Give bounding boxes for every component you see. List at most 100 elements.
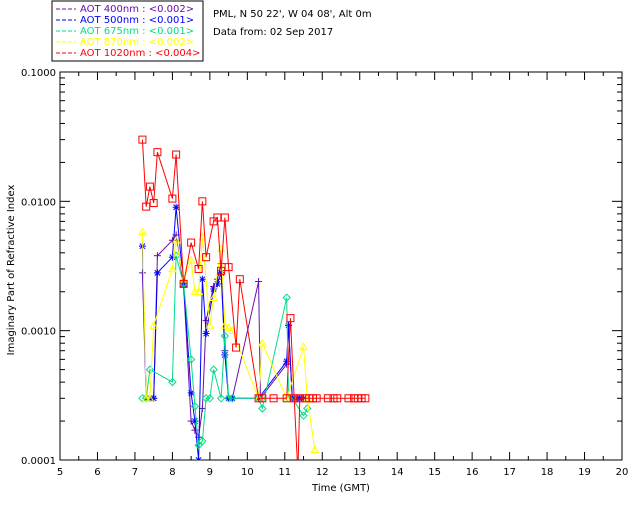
data-point-4: [153, 148, 162, 157]
data-point-1: [198, 275, 206, 283]
marker-shape: [194, 264, 203, 273]
marker-stroke: [199, 276, 206, 283]
marker-shape: [145, 182, 154, 191]
marker-shape: [153, 148, 162, 157]
x-tick-label: 6: [94, 467, 100, 478]
marker-stroke: [195, 457, 200, 460]
data-point-3: [168, 264, 177, 273]
data-point-2: [168, 377, 177, 387]
data-point-4: [138, 135, 147, 144]
x-tick-label: 18: [541, 467, 554, 478]
marker-shape: [168, 377, 177, 387]
data-point-4: [172, 150, 181, 159]
series-line-4: [141, 139, 366, 460]
marker-shape: [168, 194, 177, 203]
marker-shape: [290, 394, 299, 403]
data-point-2: [224, 394, 233, 403]
marker-shape: [224, 263, 233, 272]
marker-stroke: [173, 204, 180, 211]
x-tick-label: 13: [353, 467, 366, 478]
marker-shape: [138, 227, 147, 236]
data-point-3: [220, 320, 230, 329]
data-point-3: [171, 235, 181, 244]
data-point-4: [194, 264, 203, 273]
data-point-3: [310, 445, 320, 454]
marker-shape: [198, 197, 207, 206]
marker-shape: [220, 213, 229, 222]
data-point-0: [153, 252, 161, 260]
marker-shape: [258, 394, 267, 403]
data-point-4: [202, 253, 211, 262]
data-point-4: [145, 182, 154, 191]
data-point-3: [149, 320, 159, 329]
data-point-4: [269, 394, 278, 403]
data-point-1: [221, 351, 229, 359]
marker-stroke: [203, 330, 210, 337]
marker-shape: [361, 394, 370, 403]
marker-shape: [201, 394, 211, 403]
data-point-0: [255, 277, 263, 285]
series-layer: [138, 135, 370, 476]
x-tick-label: 20: [616, 467, 629, 478]
data-point-3: [145, 393, 155, 402]
marker-shape: [205, 394, 215, 403]
y-tick-label: 0.0001: [21, 456, 56, 467]
marker-shape: [224, 394, 233, 403]
legend-label-1020nm: AOT 1020nm : <0.004>: [80, 48, 200, 59]
data-point-1: [210, 285, 218, 293]
data-point-1: [187, 389, 195, 397]
data-point-3: [209, 293, 218, 301]
marker-shape: [235, 275, 244, 284]
data-point-4: [179, 279, 188, 288]
data-point-2: [186, 355, 196, 364]
marker-shape: [138, 135, 147, 144]
marker-shape: [194, 441, 203, 450]
data-point-2: [299, 411, 308, 420]
marker-shape: [149, 199, 158, 208]
legend-box: [51, 0, 204, 62]
marker-shape: [232, 343, 241, 352]
data-point-4: [294, 469, 301, 476]
marker-shape: [186, 255, 196, 264]
legend-label-500nm: AOT 500nm : <0.001>: [80, 15, 194, 26]
data-point-4: [312, 394, 321, 403]
data-point-4: [323, 394, 332, 403]
data-point-2: [145, 365, 155, 374]
x-tick-label: 19: [578, 467, 591, 478]
marker-shape: [216, 394, 226, 403]
data-point-3: [186, 255, 196, 264]
marker-stroke: [150, 395, 157, 402]
marker-shape: [257, 338, 267, 347]
data-point-4: [344, 394, 353, 403]
x-tick-label: 11: [278, 467, 291, 478]
marker-shape: [149, 320, 159, 329]
data-point-1: [191, 417, 199, 425]
axis-ticks: 5 6 7 8 9 10 11 12 13 14 15 16 17 18 19 20 0.0001 0.0010 0…: [21, 68, 628, 478]
marker-shape: [299, 411, 308, 420]
data-point-1: [172, 203, 180, 211]
data-point-2: [258, 404, 267, 413]
marker-stroke: [154, 269, 161, 276]
marker-shape: [295, 394, 304, 403]
series-3: [138, 227, 320, 454]
data-point-3: [205, 320, 215, 329]
data-point-3: [299, 342, 308, 351]
marker-shape: [194, 287, 203, 296]
marker-shape: [190, 402, 200, 411]
marker-shape: [187, 238, 196, 247]
legend: AOT 400nm : <0.002> AOT 500nm : <0.001> …: [51, 0, 204, 62]
date-info: Data from: 02 Sep 2017: [213, 27, 333, 38]
data-point-4: [232, 343, 241, 352]
marker-stroke: [197, 457, 202, 460]
x-tick-label: 16: [466, 467, 479, 478]
marker-shape: [202, 253, 211, 262]
data-point-2: [303, 404, 312, 413]
marker-shape: [209, 365, 218, 374]
marker-shape: [209, 293, 218, 301]
y-tick-label: 0.0100: [21, 197, 56, 208]
data-point-4: [198, 197, 207, 206]
data-point-3: [224, 323, 233, 332]
data-point-4: [333, 394, 342, 403]
marker-shape: [344, 394, 353, 403]
data-point-1: [283, 357, 291, 365]
